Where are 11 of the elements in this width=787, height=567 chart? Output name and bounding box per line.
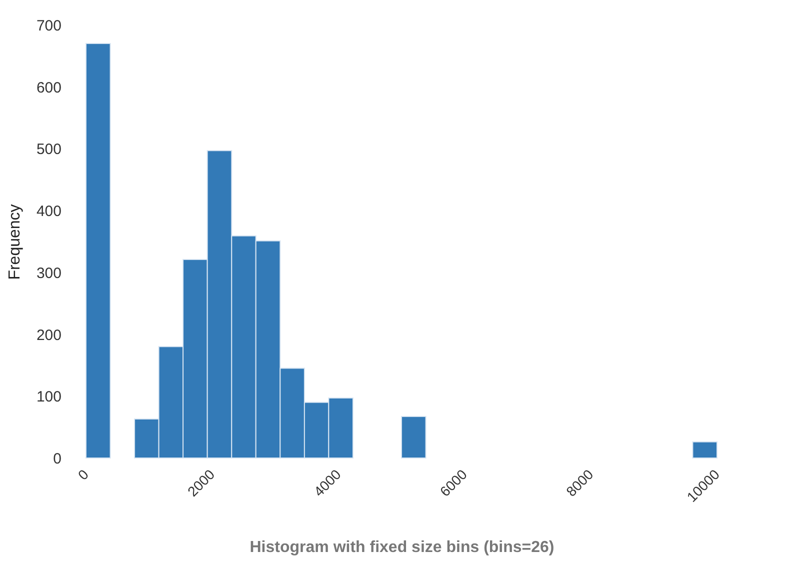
x-tick-label: 0 <box>74 466 92 483</box>
y-axis-title: Frequency <box>6 204 24 280</box>
y-tick-label: 200 <box>36 326 62 344</box>
y-tick-label: 0 <box>53 450 62 468</box>
y-tick-label: 600 <box>36 79 62 96</box>
y-tick-label: 500 <box>36 141 62 158</box>
y-tick-label: 400 <box>36 203 62 220</box>
y-tick-label: 700 <box>36 18 62 34</box>
y-tick-label: 100 <box>36 388 62 406</box>
y-tick-label: 300 <box>36 264 62 282</box>
x-axis-title: Histogram with fixed size bins (bins=26) <box>250 538 554 556</box>
